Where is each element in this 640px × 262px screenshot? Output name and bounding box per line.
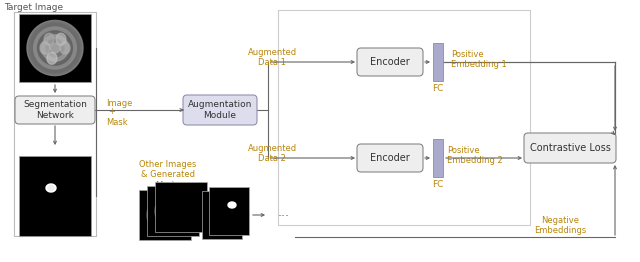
Text: Encoder: Encoder bbox=[370, 153, 410, 163]
Text: +: + bbox=[108, 107, 115, 117]
Bar bbox=[14, 12, 96, 236]
FancyBboxPatch shape bbox=[524, 133, 616, 163]
Polygon shape bbox=[50, 43, 60, 53]
Polygon shape bbox=[30, 24, 79, 72]
Text: Other Images
& Generated
Masks: Other Images & Generated Masks bbox=[140, 160, 196, 190]
FancyBboxPatch shape bbox=[357, 48, 423, 76]
Text: Augmented
Data 1: Augmented Data 1 bbox=[248, 48, 296, 67]
Polygon shape bbox=[163, 201, 183, 221]
Polygon shape bbox=[159, 209, 171, 221]
Polygon shape bbox=[40, 42, 50, 54]
Bar bbox=[433, 43, 443, 81]
Bar bbox=[139, 190, 191, 240]
Text: Target Image: Target Image bbox=[4, 3, 63, 12]
Polygon shape bbox=[46, 39, 64, 57]
Polygon shape bbox=[38, 31, 72, 65]
Text: Augmented
Data 2: Augmented Data 2 bbox=[248, 144, 296, 163]
Text: Contrastive Loss: Contrastive Loss bbox=[529, 143, 611, 153]
Polygon shape bbox=[155, 205, 175, 225]
Polygon shape bbox=[56, 33, 66, 45]
Bar bbox=[147, 186, 199, 236]
FancyBboxPatch shape bbox=[357, 144, 423, 172]
Polygon shape bbox=[48, 185, 54, 190]
Text: Negative
Embeddings: Negative Embeddings bbox=[534, 216, 586, 235]
Polygon shape bbox=[47, 52, 57, 64]
Polygon shape bbox=[151, 201, 179, 229]
Polygon shape bbox=[159, 197, 187, 225]
Bar bbox=[19, 14, 91, 82]
Polygon shape bbox=[167, 205, 179, 217]
Text: FC: FC bbox=[432, 84, 444, 93]
Polygon shape bbox=[42, 35, 68, 61]
Bar bbox=[278, 10, 530, 225]
Text: Positive
Embedding 2: Positive Embedding 2 bbox=[447, 146, 503, 165]
Polygon shape bbox=[27, 20, 83, 76]
Text: Encoder: Encoder bbox=[370, 57, 410, 67]
Text: Mask: Mask bbox=[106, 118, 127, 127]
Bar bbox=[19, 156, 91, 236]
Polygon shape bbox=[228, 202, 236, 208]
Text: FC: FC bbox=[432, 180, 444, 189]
Bar bbox=[209, 187, 249, 235]
Polygon shape bbox=[46, 184, 56, 192]
Text: Segmentation
Network: Segmentation Network bbox=[23, 100, 87, 120]
Polygon shape bbox=[155, 193, 191, 229]
Polygon shape bbox=[34, 27, 76, 69]
Bar bbox=[202, 191, 242, 239]
FancyBboxPatch shape bbox=[15, 96, 95, 124]
Bar bbox=[155, 182, 207, 232]
Text: Positive
Embedding 1: Positive Embedding 1 bbox=[451, 50, 507, 69]
FancyBboxPatch shape bbox=[183, 95, 257, 125]
Bar bbox=[433, 139, 443, 177]
Text: Image: Image bbox=[106, 99, 132, 108]
Polygon shape bbox=[44, 33, 54, 45]
Text: ...: ... bbox=[278, 206, 290, 220]
Polygon shape bbox=[147, 197, 183, 233]
Text: Augmentation
Module: Augmentation Module bbox=[188, 100, 252, 120]
Polygon shape bbox=[60, 42, 70, 54]
